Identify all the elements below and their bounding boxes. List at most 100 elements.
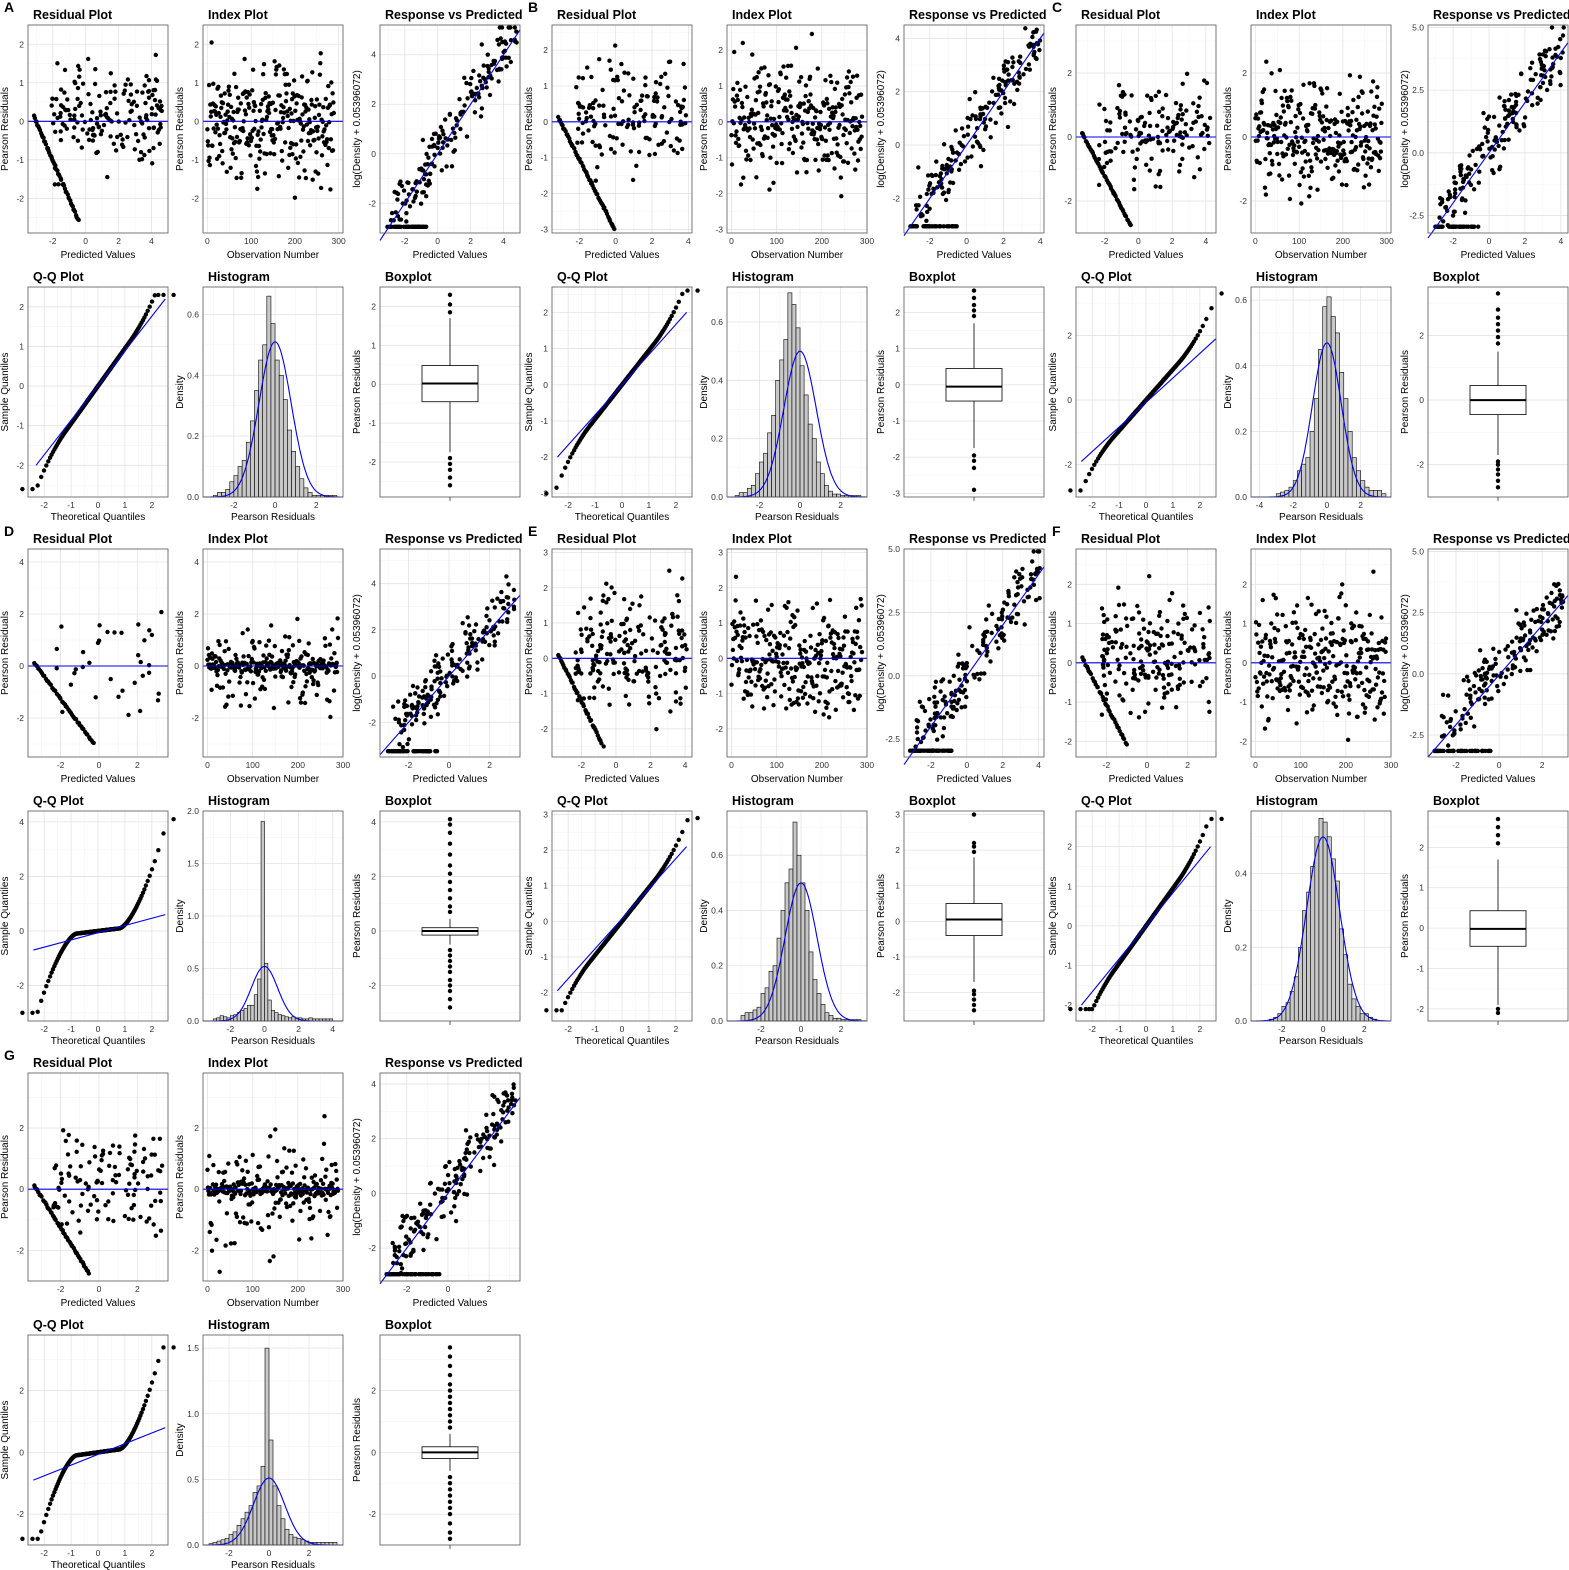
response-point (1533, 72, 1538, 77)
residual-point (585, 65, 590, 70)
residual-point (146, 95, 152, 100)
x-tick-label: 2 (149, 1024, 154, 1034)
response-point (912, 224, 917, 229)
response-point (927, 206, 932, 211)
residual-point (664, 130, 670, 135)
response-point (413, 193, 418, 199)
residual-point (647, 137, 652, 142)
response-point (972, 134, 978, 139)
index-point (1277, 67, 1283, 73)
residual-point (1102, 139, 1108, 145)
index-point (781, 64, 786, 69)
x-tick-label: 300 (860, 760, 874, 770)
residual-point (668, 709, 673, 714)
index-point (825, 101, 830, 106)
index-point (752, 126, 758, 131)
index-point (330, 91, 335, 96)
index-point (1261, 87, 1267, 92)
x-tick-label: 0 (435, 236, 440, 246)
index-point (1365, 109, 1371, 114)
index-point (799, 145, 804, 150)
response-point (1550, 55, 1555, 60)
residual-point (1155, 123, 1160, 128)
residual-point (636, 123, 642, 128)
index-point (324, 123, 329, 128)
index-point (750, 137, 755, 142)
index-point (808, 92, 813, 97)
index-point (1344, 158, 1350, 164)
response-point (444, 164, 449, 169)
response-point (1517, 128, 1522, 133)
residual-point (645, 671, 650, 676)
identity-line (903, 32, 1045, 236)
x-tick-label: -2 (1101, 236, 1109, 246)
x-tick-label: 0 (262, 1024, 267, 1034)
response-point (913, 203, 919, 208)
x-tick-label: 1 (123, 500, 128, 510)
index-point (280, 115, 286, 121)
residual-point (581, 703, 586, 709)
residual-point (615, 74, 620, 80)
index-point (328, 137, 334, 142)
response-point (949, 158, 954, 163)
residual-point (621, 661, 627, 666)
y-tick-label: 0 (19, 381, 24, 391)
y-tick-label: -2 (892, 452, 900, 462)
index-point (741, 696, 746, 701)
index-point (1294, 150, 1300, 155)
x-tick-label: 4 (686, 236, 691, 246)
qq-point (565, 459, 571, 465)
residual-point (621, 88, 627, 93)
residual-point (595, 192, 600, 197)
qq-point (685, 288, 690, 293)
response-point (445, 652, 451, 657)
y-axis-label: Pearson Residuals (524, 87, 535, 171)
index-point (755, 622, 760, 627)
response-point (1477, 146, 1482, 151)
response-point (1037, 47, 1042, 53)
qq-point (544, 491, 549, 496)
index-point (323, 643, 328, 648)
index-point (729, 133, 734, 138)
response-point (1452, 224, 1457, 229)
index-point (279, 148, 284, 154)
index-point (1302, 148, 1308, 154)
residual-point (1096, 156, 1102, 162)
index-point (288, 145, 293, 150)
x-tick-label: 100 (770, 236, 784, 246)
response-point (496, 79, 501, 84)
index-point (213, 130, 218, 135)
residual-point (132, 147, 137, 152)
residual-point (592, 695, 597, 701)
index-point (286, 165, 291, 170)
panel-title: Residual Plot (1081, 8, 1161, 22)
response-point (469, 75, 474, 81)
y-tick-label: 2 (371, 301, 376, 311)
residual-point (662, 630, 668, 636)
index-point (802, 691, 808, 697)
y-axis-label: Sample Quantiles (1048, 353, 1059, 432)
index-point (324, 137, 330, 142)
x-axis-label: Theoretical Quantiles (1099, 512, 1194, 523)
index-point (829, 79, 834, 85)
index-point (1263, 192, 1269, 197)
index-point (785, 97, 790, 102)
residual-point (570, 680, 575, 685)
index-point (834, 136, 839, 141)
response-point (950, 180, 956, 186)
index-point (328, 187, 333, 192)
response-point (506, 582, 511, 587)
response-point (1485, 130, 1491, 135)
y-axis-label: log(Density + 0.05396072) (352, 594, 363, 712)
response-point (934, 159, 939, 164)
response-point (505, 595, 511, 600)
residual-point (1130, 149, 1135, 154)
x-tick-label: 2 (673, 500, 678, 510)
response-point (421, 706, 427, 711)
index-point (1354, 117, 1359, 123)
response-point (1549, 25, 1555, 30)
response-point (435, 145, 440, 151)
y-tick-label: 1 (718, 81, 723, 91)
index-point (784, 75, 789, 80)
